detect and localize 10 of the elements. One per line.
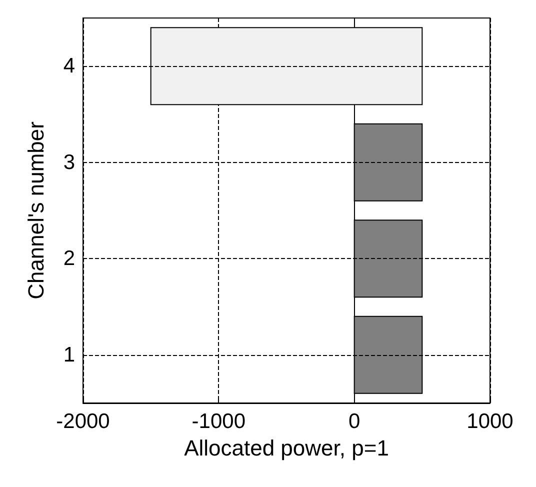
x-axis-title: Allocated power, p=1: [184, 435, 389, 460]
y-tick-label: 4: [63, 54, 76, 78]
x-tick-label: -1000: [192, 410, 246, 433]
x-tick-label: 0: [348, 410, 360, 433]
y-tick-label: 2: [63, 247, 75, 270]
y-axis-title: Channel's number: [24, 122, 48, 300]
x-tick-label: 1000: [466, 410, 514, 433]
x-tick-label: -2000: [56, 410, 110, 433]
y-tick-label: 3: [63, 150, 75, 174]
y-tick-label: 1: [63, 343, 75, 366]
